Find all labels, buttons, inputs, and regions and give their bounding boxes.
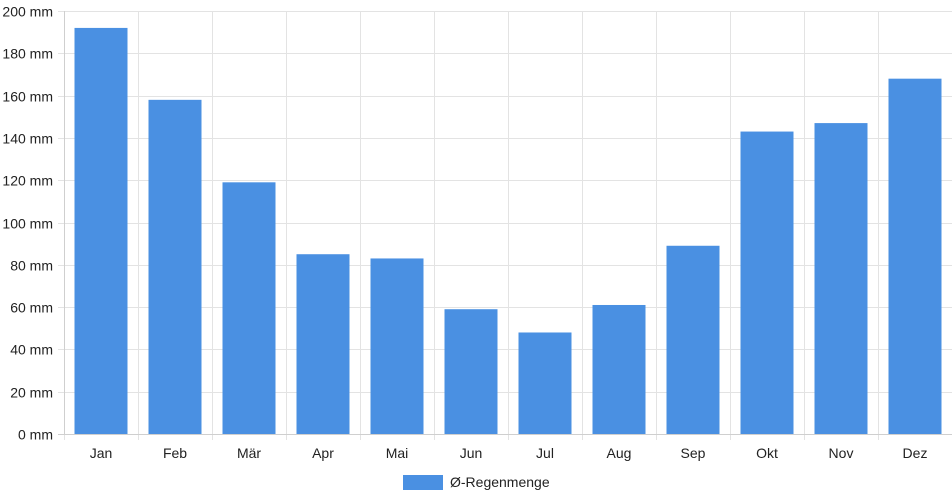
bar-dez[interactable] [888, 78, 942, 435]
y-tick-label: 160 mm [2, 89, 53, 105]
bar-feb[interactable] [148, 99, 202, 434]
y-axis: 0 mm 20 mm 40 mm 60 mm 80 mm 100 mm 120 mm 140 … [2, 4, 53, 443]
x-tick-label: Aug [607, 445, 632, 461]
y-tick-label: 0 mm [18, 427, 53, 443]
legend-swatch[interactable] [403, 475, 443, 490]
y-tick-label: 180 mm [2, 46, 53, 62]
x-axis: Jan Feb Mär Apr Mai Jun Jul Aug Sep Okt Nov Dez [90, 445, 928, 461]
y-tick-label: 140 mm [2, 131, 53, 147]
x-tick-label: Jan [90, 445, 113, 461]
bar-jan[interactable] [74, 27, 128, 434]
bar-mär[interactable] [222, 182, 276, 434]
y-tick-label: 40 mm [10, 342, 53, 358]
x-tick-label: Jun [460, 445, 483, 461]
bar-okt[interactable] [740, 131, 794, 434]
bar-mai[interactable] [370, 258, 424, 434]
x-tick-label: Apr [312, 445, 334, 461]
x-tick-label: Dez [903, 445, 928, 461]
legend[interactable]: Ø-Regenmenge [403, 474, 550, 490]
bars [74, 27, 942, 435]
bar-sep[interactable] [666, 245, 720, 434]
y-tick-label: 200 mm [2, 4, 53, 20]
y-tick-label: 20 mm [10, 385, 53, 401]
legend-label[interactable]: Ø-Regenmenge [450, 474, 550, 490]
x-tick-label: Okt [756, 445, 778, 461]
bar-apr[interactable] [296, 254, 350, 434]
x-tick-label: Mär [237, 445, 261, 461]
y-tick-label: 120 mm [2, 173, 53, 189]
x-tick-label: Sep [681, 445, 706, 461]
x-tick-label: Feb [163, 445, 187, 461]
bar-aug[interactable] [592, 304, 646, 434]
x-tick-label: Mai [386, 445, 409, 461]
bar-jun[interactable] [444, 309, 498, 434]
x-tick-label: Jul [536, 445, 554, 461]
y-tick-label: 80 mm [10, 258, 53, 274]
y-tick-label: 60 mm [10, 300, 53, 316]
bar-jul[interactable] [518, 332, 572, 434]
x-tick-label: Nov [829, 445, 854, 461]
bar-nov[interactable] [814, 123, 868, 434]
grid [58, 11, 952, 440]
y-tick-label: 100 mm [2, 216, 53, 232]
